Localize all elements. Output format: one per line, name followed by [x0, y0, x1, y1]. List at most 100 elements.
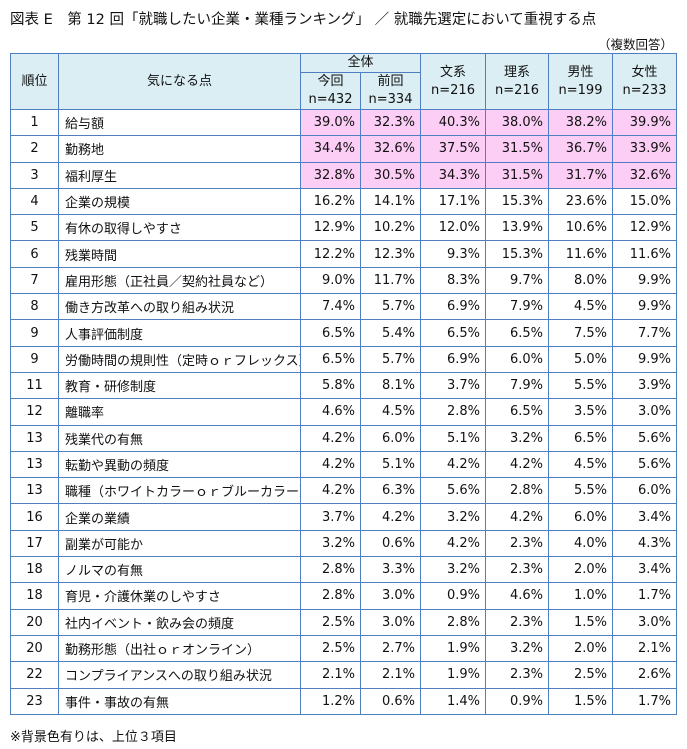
- column-n: n=216: [431, 82, 475, 98]
- value-cell: 15.3%: [485, 187, 550, 216]
- value-cell: 4.2%: [300, 477, 361, 505]
- value-cell: 1.5%: [548, 687, 614, 715]
- value-cell: 16.2%: [300, 187, 361, 216]
- value-cell: 4.2%: [359, 503, 422, 531]
- item-cell: 副業が可能か: [58, 529, 301, 558]
- value-cell: 2.5%: [548, 661, 614, 689]
- value-cell: 1.4%: [420, 687, 487, 715]
- value-cell: 36.7%: [548, 135, 614, 163]
- value-cell: 7.9%: [485, 371, 550, 400]
- value-cell: 12.2%: [300, 240, 361, 268]
- value-cell: 4.2%: [485, 450, 550, 479]
- value-cell: 32.3%: [359, 108, 422, 137]
- value-cell: 31.5%: [485, 135, 550, 163]
- table-row: 23 事件・事故の有無 1.2% 0.6% 1.4% 0.9% 1.5% 1.7%: [10, 687, 678, 715]
- value-cell: 3.0%: [612, 608, 678, 636]
- value-cell: 3.3%: [359, 556, 422, 584]
- value-cell: 5.4%: [359, 319, 422, 347]
- value-cell: 10.6%: [548, 214, 614, 242]
- value-cell: 11.6%: [548, 240, 614, 268]
- item-cell: コンプライアンスへの取り組み状況: [58, 661, 301, 689]
- rank-cell: 18: [10, 582, 59, 610]
- rank-cell: 20: [10, 634, 59, 663]
- value-cell: 2.3%: [485, 556, 550, 584]
- value-cell: 4.2%: [300, 450, 361, 479]
- value-cell: 2.3%: [485, 608, 550, 636]
- item-cell: 職種（ホワイトカラーｏｒブルーカラー）: [58, 477, 301, 505]
- value-cell: 2.8%: [300, 582, 361, 610]
- value-cell: 39.9%: [612, 108, 678, 137]
- table-row: 8 働き方改革への取り組み状況 7.4% 5.7% 6.9% 7.9% 4.5% 9.9%: [10, 293, 678, 321]
- rank-cell: 3: [10, 161, 59, 189]
- value-cell: 4.2%: [485, 503, 550, 531]
- column-label: 男性: [567, 64, 594, 80]
- value-cell: 37.5%: [420, 135, 487, 163]
- value-cell: 32.6%: [359, 135, 422, 163]
- value-cell: 9.7%: [485, 266, 550, 295]
- value-cell: 12.9%: [612, 214, 678, 242]
- value-cell: 3.0%: [359, 608, 422, 636]
- value-cell: 2.0%: [548, 556, 614, 584]
- rank-cell: 1: [10, 108, 59, 137]
- value-cell: 4.2%: [300, 424, 361, 452]
- value-cell: 23.6%: [548, 187, 614, 216]
- table-row: 4 企業の規模 16.2% 14.1% 17.1% 15.3% 23.6% 15.0%: [10, 187, 678, 216]
- value-cell: 6.0%: [612, 477, 678, 505]
- header-cell: 順位: [10, 53, 59, 110]
- value-cell: 2.3%: [485, 661, 550, 689]
- table-row: 3 福利厚生 32.8% 30.5% 34.3% 31.5% 31.7% 32.6%: [10, 161, 678, 189]
- table-row: 5 有休の取得しやすさ 12.9% 10.2% 12.0% 13.9% 10.6% 12.9%: [10, 214, 678, 242]
- item-cell: 残業時間: [58, 240, 301, 268]
- value-cell: 17.1%: [420, 187, 487, 216]
- rank-cell: 23: [10, 687, 59, 715]
- table-row: 20 勤務形態（出社ｏｒオンライン） 2.5% 2.7% 1.9% 3.2% 2.0% 2.1…: [10, 634, 678, 663]
- value-cell: 6.9%: [420, 345, 487, 373]
- value-cell: 2.8%: [300, 556, 361, 584]
- value-cell: 4.5%: [548, 450, 614, 479]
- table-row: 20 社内イベント・飲み会の頻度 2.5% 3.0% 2.8% 2.3% 1.5% 3.0%: [10, 608, 678, 636]
- value-cell: 9.9%: [612, 293, 678, 321]
- header-cell: 今回 n=432: [300, 72, 361, 110]
- table-row: 1 給与額 39.0% 32.3% 40.3% 38.0% 38.2% 39.9%: [10, 108, 678, 137]
- rank-cell: 20: [10, 608, 59, 636]
- value-cell: 12.9%: [300, 214, 361, 242]
- value-cell: 4.0%: [548, 529, 614, 558]
- column-n: n=432: [308, 92, 353, 107]
- value-cell: 31.7%: [548, 161, 614, 189]
- rank-cell: 16: [10, 503, 59, 531]
- table-row: 22 コンプライアンスへの取り組み状況 2.1% 2.1% 1.9% 2.3% 2.5% 2.…: [10, 661, 678, 689]
- value-cell: 2.8%: [485, 477, 550, 505]
- value-cell: 4.5%: [548, 293, 614, 321]
- item-cell: 働き方改革への取り組み状況: [58, 293, 301, 321]
- value-cell: 1.7%: [612, 582, 678, 610]
- rank-cell: 9: [10, 319, 59, 347]
- column-n: n=199: [558, 82, 603, 98]
- header-cell: 男性 n=199: [548, 53, 614, 110]
- note: （複数回答）: [597, 37, 673, 52]
- value-cell: 6.5%: [420, 319, 487, 347]
- value-cell: 8.0%: [548, 266, 614, 295]
- item-cell: 育児・介護休業のしやすさ: [58, 582, 301, 610]
- value-cell: 4.2%: [420, 529, 487, 558]
- value-cell: 6.0%: [485, 345, 550, 373]
- rank-cell: 13: [10, 477, 59, 505]
- rank-cell: 5: [10, 214, 59, 242]
- value-cell: 7.9%: [485, 293, 550, 321]
- value-cell: 3.2%: [300, 529, 361, 558]
- value-cell: 33.9%: [612, 135, 678, 163]
- item-cell: 転勤や異動の頻度: [58, 450, 301, 479]
- table-row: 16 企業の業績 3.7% 4.2% 3.2% 4.2% 6.0% 3.4%: [10, 503, 678, 531]
- value-cell: 9.3%: [420, 240, 487, 268]
- item-cell: 事件・事故の有無: [58, 687, 301, 715]
- value-cell: 2.1%: [612, 634, 678, 663]
- value-cell: 30.5%: [359, 161, 422, 189]
- value-cell: 7.4%: [300, 293, 361, 321]
- item-cell: 雇用形態（正社員／契約社員など）: [58, 266, 301, 295]
- rank-cell: 9: [10, 345, 59, 373]
- rank-cell: 2: [10, 135, 59, 163]
- item-cell: 勤務形態（出社ｏｒオンライン）: [58, 634, 301, 663]
- item-cell: 勤務地: [58, 135, 301, 163]
- value-cell: 2.8%: [420, 398, 487, 426]
- rank-cell: 13: [10, 424, 59, 452]
- value-cell: 11.6%: [612, 240, 678, 268]
